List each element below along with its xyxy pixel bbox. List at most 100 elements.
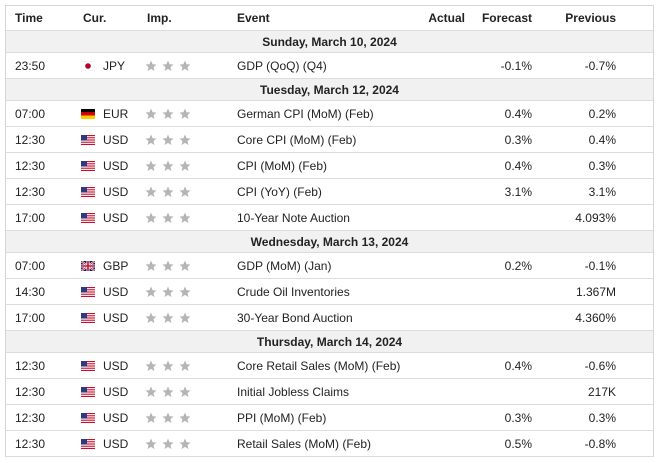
- event-row: 14:30 USD Crude Oil Inventories 1.367M: [6, 279, 653, 305]
- event-name: CPI (MoM) (Feb): [237, 158, 327, 173]
- event-name: GDP (MoM) (Jan): [237, 258, 332, 273]
- event-name: Retail Sales (MoM) (Feb): [237, 436, 372, 451]
- forecast: -0.1%: [500, 58, 532, 73]
- importance-stars: [145, 160, 191, 171]
- date-row: Sunday, March 10, 2024: [6, 31, 653, 53]
- event-name: Initial Jobless Claims: [237, 384, 350, 399]
- time: 17:00: [15, 210, 46, 225]
- date-row: Tuesday, March 12, 2024: [6, 79, 653, 101]
- forecast: 0.2%: [504, 258, 532, 273]
- column-header: Forecast: [481, 11, 532, 25]
- event-row: 12:30 USD Core CPI (MoM) (Feb) 0.3% 0.4%: [6, 127, 653, 153]
- importance-stars: [145, 312, 191, 323]
- currency: USD: [103, 358, 129, 373]
- previous: 0.3%: [588, 158, 616, 173]
- flag-icon: [81, 212, 95, 223]
- previous: 4.093%: [575, 210, 616, 225]
- event-row: 17:00 USD 10-Year Note Auction 4.093%: [6, 205, 653, 231]
- event-row: 12:30 USD CPI (MoM) (Feb) 0.4% 0.3%: [6, 153, 653, 179]
- column-header: Time: [15, 11, 43, 25]
- importance-stars: [145, 412, 191, 423]
- column-header: Cur.: [83, 11, 107, 25]
- time: 12:30: [15, 384, 46, 399]
- previous: -0.6%: [584, 358, 616, 373]
- time: 12:30: [15, 158, 46, 173]
- flag-icon: [81, 108, 95, 119]
- currency: USD: [103, 132, 129, 147]
- time: 07:00: [15, 106, 46, 121]
- forecast: 0.4%: [504, 106, 532, 121]
- previous: -0.1%: [584, 258, 616, 273]
- flag-icon: [81, 360, 95, 371]
- flag-icon: [81, 438, 95, 449]
- event-name: Core CPI (MoM) (Feb): [237, 132, 357, 147]
- time: 12:30: [15, 358, 46, 373]
- previous: -0.7%: [584, 58, 616, 73]
- date-label: Wednesday, March 13, 2024: [250, 234, 409, 249]
- time: 14:30: [15, 284, 46, 299]
- time: 12:30: [15, 132, 46, 147]
- time: 07:00: [15, 258, 46, 273]
- event-name: Core Retail Sales (MoM) (Feb): [237, 358, 401, 373]
- event-row: 12:30 USD PPI (MoM) (Feb) 0.3% 0.3%: [6, 405, 653, 431]
- importance-stars: [145, 286, 191, 297]
- column-header: Actual: [428, 11, 465, 25]
- flag-icon: [81, 186, 95, 197]
- flag-icon: [81, 312, 95, 323]
- importance-stars: [145, 108, 191, 119]
- calendar-table: Time Cur. Imp. Event Actual Forecast Previous S…: [5, 5, 654, 457]
- time: 12:30: [15, 184, 46, 199]
- currency: USD: [103, 284, 129, 299]
- flag-icon: [81, 160, 95, 171]
- currency: EUR: [103, 106, 129, 121]
- currency: GBP: [103, 258, 129, 273]
- column-header: Previous: [565, 11, 616, 25]
- event-row: 12:30 USD Retail Sales (MoM) (Feb) 0.5% -0.8…: [6, 431, 653, 457]
- currency: JPY: [103, 58, 126, 73]
- event-row: 12:30 USD Core Retail Sales (MoM) (Feb) 0.4…: [6, 353, 653, 379]
- importance-stars: [145, 360, 191, 371]
- flag-icon: [81, 412, 95, 423]
- previous: -0.8%: [584, 436, 616, 451]
- column-header: Imp.: [147, 11, 172, 25]
- importance-stars: [145, 212, 191, 223]
- currency: USD: [103, 158, 129, 173]
- forecast: 0.3%: [504, 410, 532, 425]
- importance-stars: [145, 386, 191, 397]
- flag-icon: [81, 286, 95, 297]
- date-label: Sunday, March 10, 2024: [262, 34, 397, 49]
- forecast: 3.1%: [504, 184, 532, 199]
- event-name: GDP (QoQ) (Q4): [237, 58, 327, 73]
- event-name: PPI (MoM) (Feb): [237, 410, 327, 425]
- importance-stars: [145, 260, 191, 271]
- previous: 217K: [587, 384, 616, 399]
- event-name: 10-Year Note Auction: [237, 210, 350, 225]
- event-name: CPI (YoY) (Feb): [237, 184, 322, 199]
- date-label: Thursday, March 14, 2024: [256, 334, 403, 349]
- event-name: 30-Year Bond Auction: [237, 310, 353, 325]
- currency: USD: [103, 410, 129, 425]
- event-row: 12:30 USD CPI (YoY) (Feb) 3.1% 3.1%: [6, 179, 653, 205]
- time: 12:30: [15, 436, 46, 451]
- previous: 1.367M: [575, 284, 616, 299]
- forecast: 0.5%: [504, 436, 532, 451]
- forecast: 0.3%: [504, 132, 532, 147]
- date-label: Tuesday, March 12, 2024: [260, 82, 399, 97]
- event-row: 12:30 USD Initial Jobless Claims 217K: [6, 379, 653, 405]
- currency: USD: [103, 184, 129, 199]
- event-row: 07:00 EUR German CPI (MoM) (Feb) 0.4% 0.2%: [6, 101, 653, 127]
- importance-stars: [145, 438, 191, 449]
- currency: USD: [103, 310, 129, 325]
- date-row: Thursday, March 14, 2024: [6, 331, 653, 353]
- flag-icon: [81, 260, 95, 271]
- previous: 0.4%: [588, 132, 616, 147]
- header-row: Time Cur. Imp. Event Actual Forecast Previous: [6, 6, 653, 31]
- event-name: German CPI (MoM) (Feb): [237, 106, 374, 121]
- date-row: Wednesday, March 13, 2024: [6, 231, 653, 253]
- previous: 0.3%: [588, 410, 616, 425]
- previous: 4.360%: [575, 310, 616, 325]
- forecast: 0.4%: [504, 158, 532, 173]
- previous: 3.1%: [588, 184, 616, 199]
- importance-stars: [145, 134, 191, 145]
